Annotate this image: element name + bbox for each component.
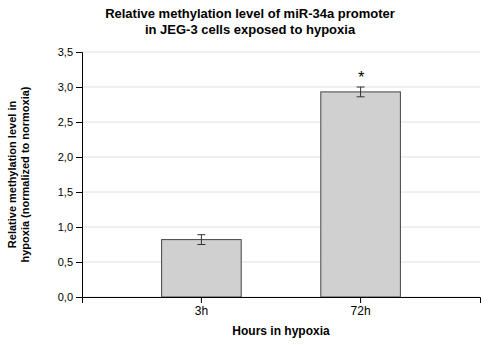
- grid-line: [82, 52, 480, 53]
- chart: 0,0 0,5 1,0 1,5 2,0 2,5 3,0 3,5 3h 72h * Relative m…: [0, 0, 500, 345]
- y-axis-title: Relative methylation level inhypoxia (no…: [6, 86, 31, 262]
- x-tick: 3h: [195, 297, 208, 318]
- grid: [82, 52, 480, 297]
- y-tick: 2,0: [58, 151, 82, 163]
- y-tick-label: 2,0: [58, 151, 73, 163]
- grid-line: [82, 192, 480, 193]
- y-tick-label: 1,0: [58, 221, 73, 233]
- plot-area: 0,0 0,5 1,0 1,5 2,0 2,5 3,0 3,5 3h 72h *: [58, 46, 481, 318]
- bar: [321, 92, 401, 297]
- y-tick-mark: [76, 122, 82, 123]
- annotation: *: [357, 69, 364, 86]
- grid-line: [82, 87, 480, 88]
- x-tick-label: 3h: [195, 304, 208, 318]
- error-cap: [357, 96, 365, 97]
- y-tick-label: 0,0: [58, 291, 73, 303]
- grid-line: [82, 157, 480, 158]
- error-bar: [197, 235, 205, 245]
- x-tick-mark: [360, 297, 361, 303]
- x-tick-mark: [201, 297, 202, 303]
- title-line: in JEG-3 cells exposed to hypoxia: [145, 22, 356, 37]
- title-line: Relative methylation level of miR-34a pr…: [105, 6, 395, 21]
- y-tick: 0,5: [58, 256, 82, 268]
- error-line: [201, 235, 202, 245]
- y-axis-line: [76, 53, 83, 298]
- error-cap: [357, 87, 365, 88]
- error-line: [360, 87, 361, 97]
- x-axis-line: [83, 298, 481, 304]
- grid-line: [82, 122, 480, 123]
- x-tick-label: 72h: [351, 304, 371, 318]
- y-tick-label: 0,5: [58, 256, 73, 268]
- y-tick: 3,5: [58, 46, 82, 58]
- y-tick: 1,0: [58, 221, 82, 233]
- x-axis-title: Hours in hypoxia: [232, 324, 330, 338]
- y-axis: 0,0 0,5 1,0 1,5 2,0 2,5 3,0 3,5: [58, 46, 83, 303]
- grid-line: [82, 227, 480, 228]
- y-tick-mark: [76, 157, 82, 158]
- y-axis-title-line: hypoxia (normalized to normoxia): [19, 86, 31, 262]
- y-tick-label: 3,5: [58, 46, 73, 58]
- y-tick-label: 3,0: [58, 81, 73, 93]
- y-tick-label: 2,5: [58, 116, 73, 128]
- error-bar: [357, 87, 365, 97]
- y-tick-mark: [76, 52, 82, 53]
- y-tick-mark: [76, 227, 82, 228]
- y-tick-mark: [76, 87, 82, 88]
- bar: [162, 240, 242, 297]
- x-axis: 3h 72h: [83, 297, 481, 318]
- error-cap: [197, 234, 205, 235]
- y-axis-title-line: Relative methylation level in: [6, 101, 18, 249]
- title: Relative methylation level of miR-34a pr…: [105, 6, 395, 37]
- marks: [162, 87, 401, 297]
- y-tick: 2,5: [58, 116, 82, 128]
- y-tick-label: 1,5: [58, 186, 73, 198]
- x-tick: 72h: [351, 297, 371, 318]
- y-tick-mark: [76, 192, 82, 193]
- y-tick: 0,0: [58, 291, 82, 303]
- error-cap: [197, 244, 205, 245]
- grid-line: [82, 262, 480, 263]
- y-tick-mark: [76, 262, 82, 263]
- y-tick: 3,0: [58, 81, 82, 93]
- y-tick: 1,5: [58, 186, 82, 198]
- y-tick-mark: [76, 297, 82, 298]
